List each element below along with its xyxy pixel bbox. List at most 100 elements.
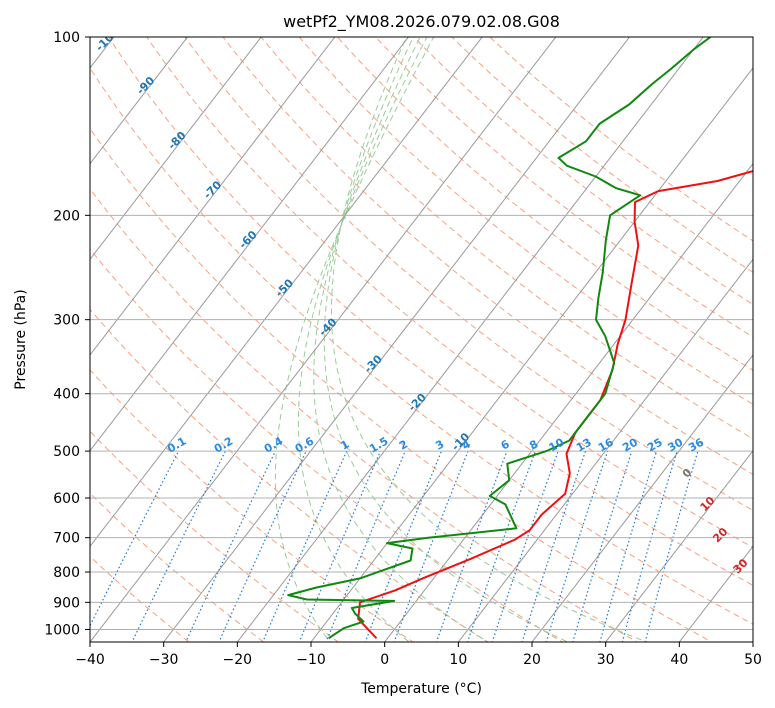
isotherm-label: -70 (201, 178, 224, 201)
isohume-label: 40 (753, 584, 773, 604)
isotherm-line (90, 37, 410, 452)
isotherm-label: -50 (273, 276, 296, 299)
dry-adiabat-line (90, 127, 713, 642)
isotherm-line (90, 37, 483, 548)
isotherm-label: -40 (316, 315, 339, 338)
isotherm-line (531, 354, 753, 642)
isotherm-line (678, 545, 753, 642)
mixing-ratio-line (325, 450, 406, 642)
mixing-ratio-line (491, 450, 559, 642)
mixing-ratio-line (131, 450, 226, 642)
mixing-ratio-label: 16 (596, 435, 616, 454)
isotherm-line (90, 37, 336, 356)
dry-adiabat-line (337, 37, 753, 371)
isohume-label: 20 (710, 525, 730, 545)
moist-adiabat-line (297, 37, 428, 642)
y-tick-label: 500 (53, 444, 80, 460)
isotherm-label: -20 (406, 391, 429, 414)
chart-title: wetPf2_YM08.2026.079.02.08.G08 (283, 12, 560, 32)
moist-adiabat-line (323, 37, 569, 642)
isotherm-line (752, 641, 753, 642)
dry-adiabat-line (90, 248, 564, 642)
dry-adiabat-line (260, 37, 753, 440)
y-tick-label: 300 (53, 313, 80, 329)
moist-adiabat-line (331, 37, 649, 642)
dry-adiabat-line (108, 37, 753, 586)
x-tick-label: 40 (670, 652, 688, 668)
x-axis-label: Temperature (°C) (360, 681, 482, 697)
isotherm-line (457, 258, 753, 642)
mixing-ratio-label: 8 (527, 438, 540, 453)
mixing-ratio-label: 0.4 (262, 434, 286, 455)
mixing-ratio-line (599, 450, 658, 642)
x-tick-label: 20 (523, 652, 541, 668)
mixing-ratio-line (90, 450, 180, 627)
isotherm-line (163, 37, 631, 642)
isotherm-line (90, 37, 262, 261)
y-tick-label: 200 (53, 208, 80, 224)
isotherm-line (605, 449, 753, 642)
mixing-ratio-line (298, 450, 382, 642)
dry-adiabat-line (184, 37, 753, 512)
x-tick-label: −10 (296, 652, 326, 668)
mixing-ratio-label: 20 (620, 435, 640, 454)
mixing-ratio-line (435, 450, 508, 642)
y-tick-label: 1000 (44, 622, 80, 638)
dewpoint-profile (287, 37, 712, 640)
y-tick-label: 100 (53, 30, 80, 46)
x-tick-label: −30 (149, 652, 179, 668)
isotherm-line (310, 67, 753, 642)
mixing-ratio-line (466, 450, 537, 642)
dry-adiabat-line (90, 67, 753, 625)
temperature-profile (357, 170, 753, 639)
axis-layer: −40 −30 −20 −10 0 10 20 30 40 5010020030040050060… (44, 30, 762, 668)
isotherm-label: -80 (165, 129, 188, 152)
x-tick-label: 50 (744, 652, 762, 668)
y-tick-label: 600 (53, 491, 80, 507)
mixing-ratio-line (185, 450, 276, 642)
dry-adiabat-line (90, 369, 414, 642)
mixing-ratio-label: 10 (547, 435, 567, 454)
mixing-ratio-label: 3 (433, 438, 446, 453)
mixing-ratio-line (621, 450, 678, 642)
dry-adiabat-line (90, 308, 489, 642)
isotherm-label: -30 (362, 352, 385, 375)
dry-adiabat-line (90, 188, 639, 642)
y-axis-label: Pressure (hPa) (13, 289, 29, 389)
x-tick-label: 30 (597, 652, 615, 668)
mixing-ratio-line (262, 450, 348, 642)
mixing-ratio-line (393, 450, 469, 642)
x-tick-label: 0 (380, 652, 389, 668)
mixing-ratio-label: 25 (645, 436, 665, 455)
mixing-ratio-label: 13 (574, 436, 594, 455)
dry-adiabat-line (222, 37, 753, 475)
dry-adiabat-line (146, 37, 753, 549)
mixing-ratio-line (572, 450, 633, 642)
dry-adiabat-line (298, 37, 753, 405)
data-layer (287, 37, 753, 640)
isotherm-line (384, 162, 753, 642)
isotherm-label: -60 (236, 228, 259, 251)
grid-layer (0, 10, 753, 654)
y-tick-label: 400 (53, 387, 80, 403)
isotherm-line (0, 10, 61, 654)
dry-adiabat-line (90, 555, 190, 642)
dry-adiabat-line (90, 430, 340, 642)
mixing-ratio-label: 0.6 (293, 434, 317, 455)
isotherm-line (90, 37, 189, 165)
mixing-ratio-line (545, 450, 609, 642)
x-tick-label: −20 (223, 652, 253, 668)
x-tick-label: 10 (449, 652, 467, 668)
isotherm-label: -100 (93, 25, 122, 54)
x-tick-label: −40 (75, 652, 105, 668)
mixing-ratio-label: 30 (665, 435, 685, 454)
dry-adiabat-line (90, 492, 265, 642)
plot-frame (89, 36, 754, 643)
mixing-ratio-label: 6 (499, 437, 512, 452)
dry-adiabat-line (375, 37, 753, 338)
mixing-ratio-label: 2 (397, 438, 410, 453)
moist-adiabat-line (313, 37, 490, 642)
isohume-label: 30 (731, 556, 751, 576)
mixing-ratio-line (521, 450, 587, 642)
